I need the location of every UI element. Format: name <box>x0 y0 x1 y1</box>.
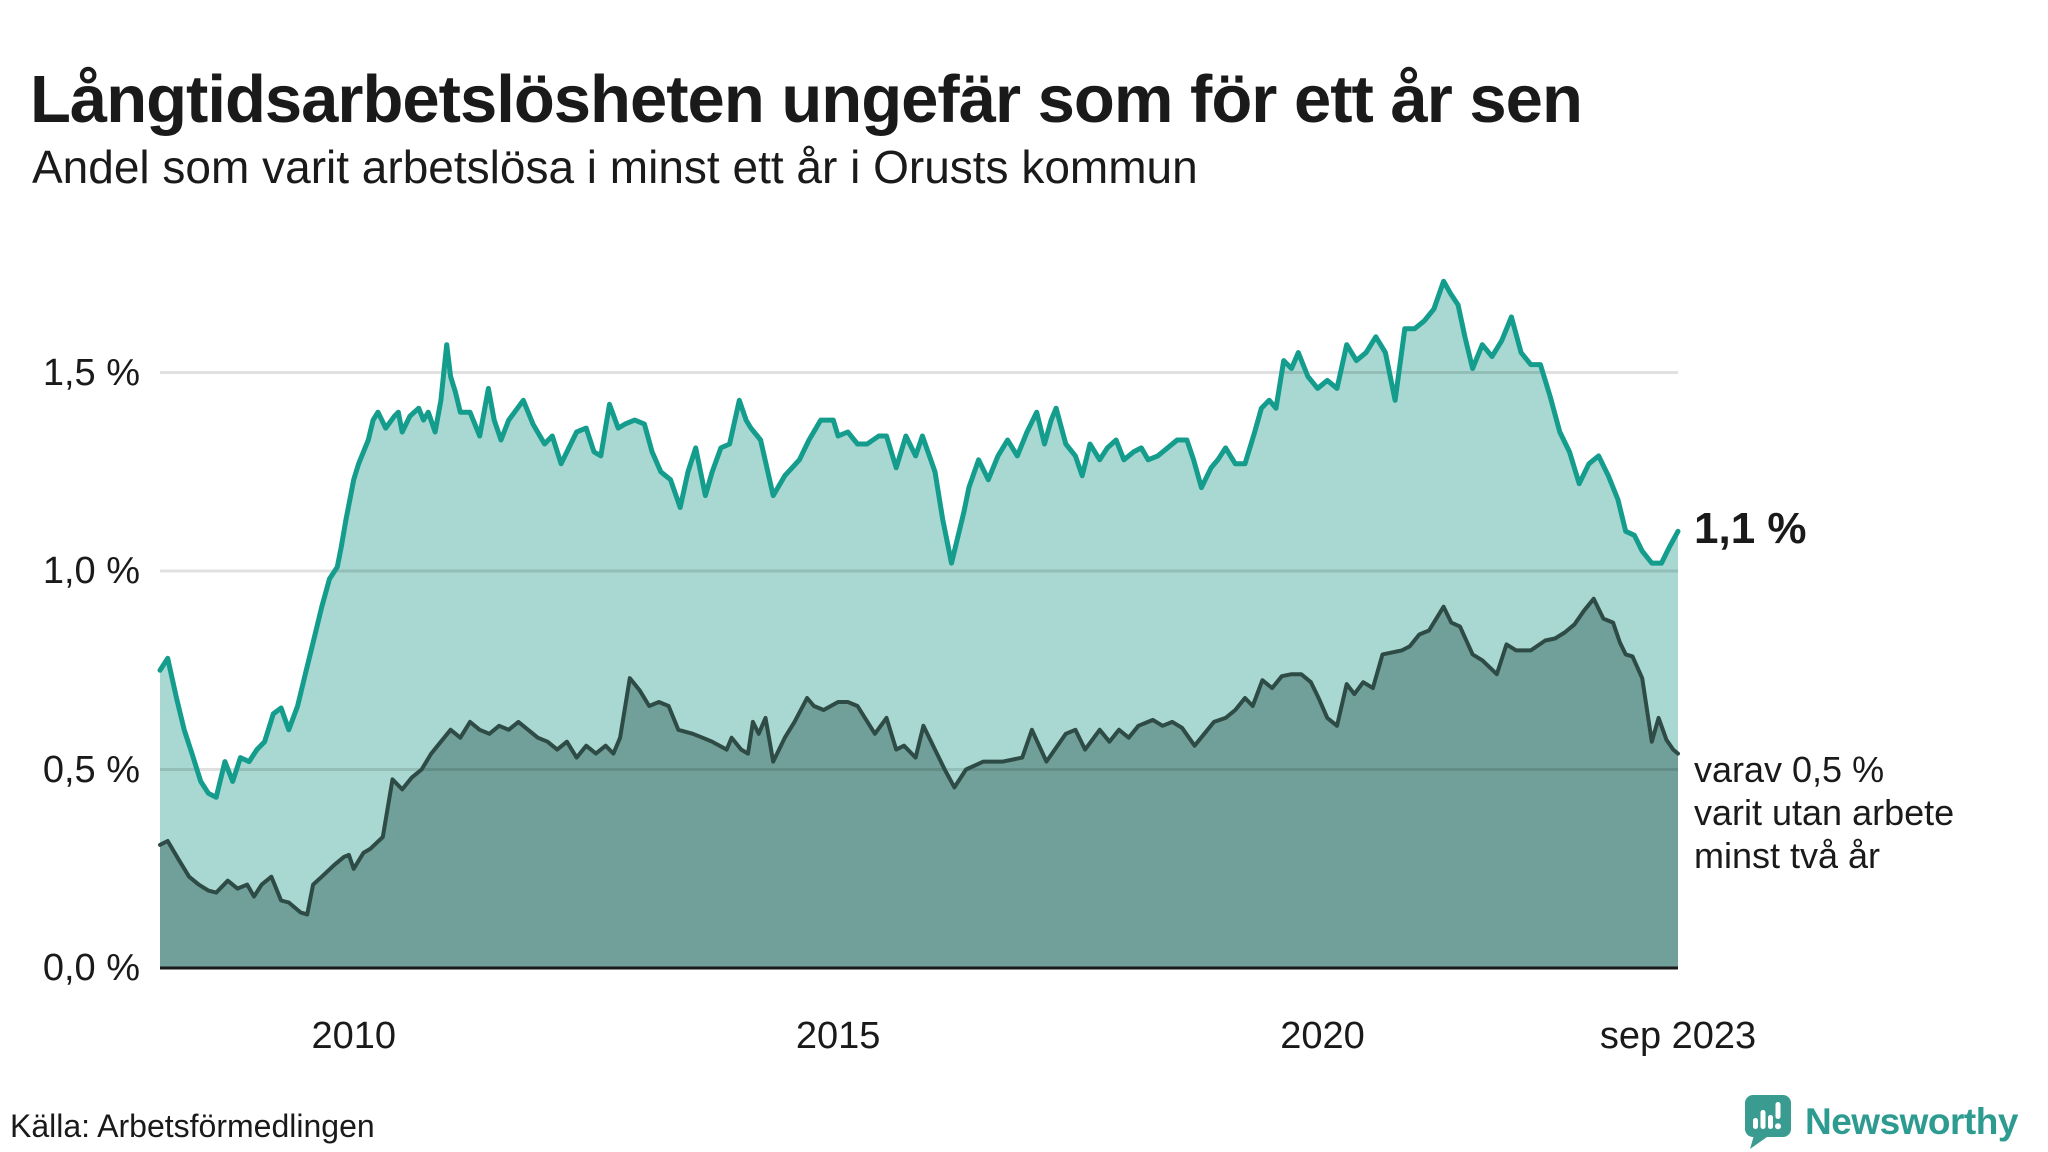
two-year-share-annotation: varav 0,5 % varit utan arbete minst två … <box>1694 748 1954 877</box>
latest-value-annotation: 1,1 % <box>1694 504 1807 554</box>
two-year-share-annotation-line: varit utan arbete <box>1694 792 1955 833</box>
x-axis-label: 2020 <box>1280 1015 1365 1057</box>
source-note: Källa: Arbetsförmedlingen <box>10 1108 375 1144</box>
y-axis-label: 1,0 % <box>42 550 140 592</box>
series-line-minst-tva-ar <box>158 596 1680 917</box>
series-area-minst-tva-ar <box>160 598 1678 968</box>
two-year-share-annotation-line: minst två år <box>1694 835 1881 876</box>
page-title: Långtidsarbetslösheten ungefär som för e… <box>30 61 1583 137</box>
page-subtitle: Andel som varit arbetslösa i minst ett å… <box>32 141 1198 193</box>
x-axis-label: sep 2023 <box>1599 1015 1757 1057</box>
x-axis-label: 2015 <box>795 1015 881 1057</box>
newsworthy-logo-text: Newsworthy <box>1805 1101 2018 1142</box>
x-axis-label: 2010 <box>311 1015 396 1057</box>
newsworthy-speech-bubble-bar-chart-icon <box>1745 1095 1791 1149</box>
y-axis-label: 1,5 % <box>42 351 140 394</box>
two-year-share-annotation-line: varav 0,5 % <box>1694 749 1885 790</box>
y-axis-label: 0,0 % <box>42 947 140 989</box>
newsworthy-logo: Newsworthy <box>1744 1094 2018 1150</box>
series-line-minst-ett-ar <box>157 278 1681 800</box>
y-axis-label: 0,5 % <box>42 748 140 791</box>
